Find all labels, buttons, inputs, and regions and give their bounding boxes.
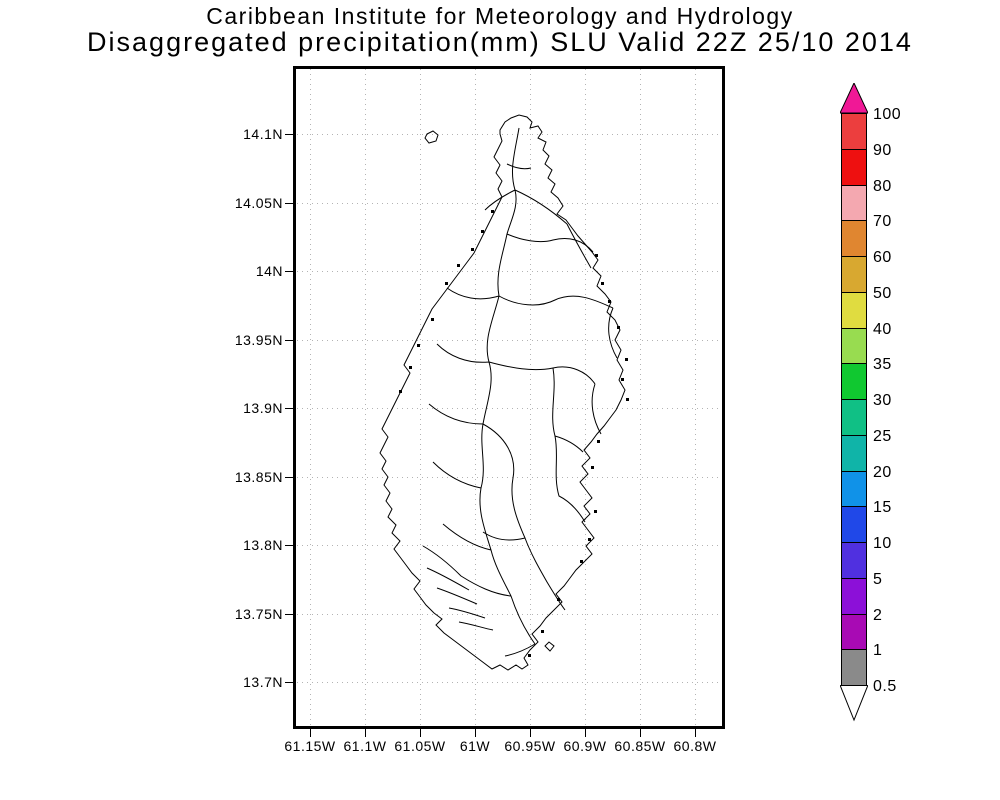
colorbar-bottom-arrow: [840, 685, 868, 722]
longitude-tick: [310, 729, 311, 737]
longitude-gridline: [530, 69, 531, 726]
colorbar-segment: [841, 506, 867, 543]
colorbar-segment: [841, 471, 867, 507]
lat-axis-label: 14N: [255, 263, 283, 279]
colorbar-value-label: 10: [873, 535, 892, 552]
longitude-tick: [530, 729, 531, 737]
latitude-tick: [285, 614, 294, 615]
colorbar-value-label: 80: [873, 178, 892, 195]
lon-axis-label: 60.9W: [563, 738, 607, 754]
lon-axis-label: 60.95W: [504, 738, 556, 754]
colorbar-value-label: 2: [873, 607, 883, 624]
longitude-tick: [695, 729, 696, 737]
colorbar-value-label: 1: [873, 642, 883, 659]
longitude-tick: [585, 729, 586, 737]
lon-axis-label: 61W: [459, 738, 491, 754]
latitude-gridline: [297, 134, 722, 135]
colorbar-value-label: 5: [873, 571, 883, 588]
lat-axis-label: 14.05N: [234, 195, 283, 211]
longitude-gridline: [640, 69, 641, 726]
longitude-gridline: [310, 69, 311, 726]
colorbar-segment: [841, 113, 867, 150]
colorbar-segment: [841, 256, 867, 293]
colorbar-segment: [841, 149, 867, 186]
latitude-gridline: [297, 271, 722, 272]
river-network: [422, 127, 618, 657]
colorbar-segment: [841, 292, 867, 329]
latitude-gridline: [297, 477, 722, 478]
lat-axis-label: 14.1N: [243, 126, 283, 142]
longitude-tick: [365, 729, 366, 737]
lat-axis-label: 13.7N: [243, 674, 283, 690]
latitude-tick: [285, 203, 294, 204]
colorbar-segment: [841, 435, 867, 472]
latitude-tick: [285, 134, 294, 135]
latitude-tick: [285, 682, 294, 683]
latitude-gridline: [297, 203, 722, 204]
latitude-tick: [285, 271, 294, 272]
colorbar-value-label: 50: [873, 285, 892, 302]
latitude-tick: [285, 545, 294, 546]
lat-axis-label: 13.95N: [234, 332, 283, 348]
coastal-marks: [399, 210, 629, 657]
colorbar-top-arrow-shape: [840, 83, 868, 114]
latitude-gridline: [297, 682, 722, 683]
lat-axis-label: 13.75N: [234, 606, 283, 622]
colorbar-value-label: 0.5: [873, 678, 897, 695]
latitude-tick: [285, 408, 294, 409]
colorbar-segment: [841, 542, 867, 579]
colorbar-value-label: 20: [873, 464, 892, 481]
colorbar-segment: [841, 649, 867, 686]
longitude-gridline: [420, 69, 421, 726]
colorbar-value-label: 90: [873, 142, 892, 159]
colorbar-segment: [841, 614, 867, 650]
latitude-tick: [285, 340, 294, 341]
latitude-gridline: [297, 545, 722, 546]
lon-axis-label: 60.85W: [614, 738, 666, 754]
colorbar-segment: [841, 578, 867, 615]
map-frame: [293, 66, 725, 729]
lat-axis-label: 13.85N: [234, 469, 283, 485]
colorbar-segment: [841, 363, 867, 400]
island-coastline: [379, 114, 626, 671]
longitude-tick: [475, 729, 476, 737]
longitude-gridline: [475, 69, 476, 726]
longitude-tick: [420, 729, 421, 737]
page-subtitle: Disaggregated precipitation(mm) SLU Vali…: [87, 27, 913, 57]
lon-axis-label: 60.8W: [673, 738, 717, 754]
lat-axis-label: 13.9N: [243, 400, 283, 416]
colorbar-segment: [841, 328, 867, 364]
longitude-tick: [640, 729, 641, 737]
colorbar-value-label: 35: [873, 356, 892, 373]
lon-axis-label: 61.15W: [284, 738, 336, 754]
colorbar-segment: [841, 220, 867, 257]
latitude-gridline: [297, 408, 722, 409]
latitude-tick: [285, 477, 294, 478]
saint-lucia-island-map: [379, 114, 629, 671]
colorbar-value-label: 70: [873, 213, 892, 230]
page-title: Caribbean Institute for Meteorology and …: [206, 3, 794, 29]
latitude-gridline: [297, 614, 722, 615]
offshore-islet-north: [424, 130, 439, 144]
colorbar-bottom-arrow-shape: [840, 685, 868, 722]
longitude-gridline: [365, 69, 366, 726]
latitude-gridline: [297, 340, 722, 341]
longitude-gridline: [585, 69, 586, 726]
longitude-gridline: [695, 69, 696, 726]
lon-axis-label: 61.1W: [343, 738, 387, 754]
colorbar-value-label: 40: [873, 321, 892, 338]
lat-axis-label: 13.8N: [243, 537, 283, 553]
colorbar-value-label: 60: [873, 249, 892, 266]
lon-axis-label: 61.05W: [394, 738, 446, 754]
colorbar-segment: [841, 399, 867, 436]
colorbar-value-label: 15: [873, 499, 892, 516]
offshore-islet-southeast: [544, 641, 555, 652]
colorbar-top-arrow: [840, 83, 868, 114]
colorbar-value-label: 100: [873, 106, 902, 123]
colorbar-value-label: 30: [873, 392, 892, 409]
colorbar-segment: [841, 185, 867, 221]
colorbar-value-label: 25: [873, 428, 892, 445]
